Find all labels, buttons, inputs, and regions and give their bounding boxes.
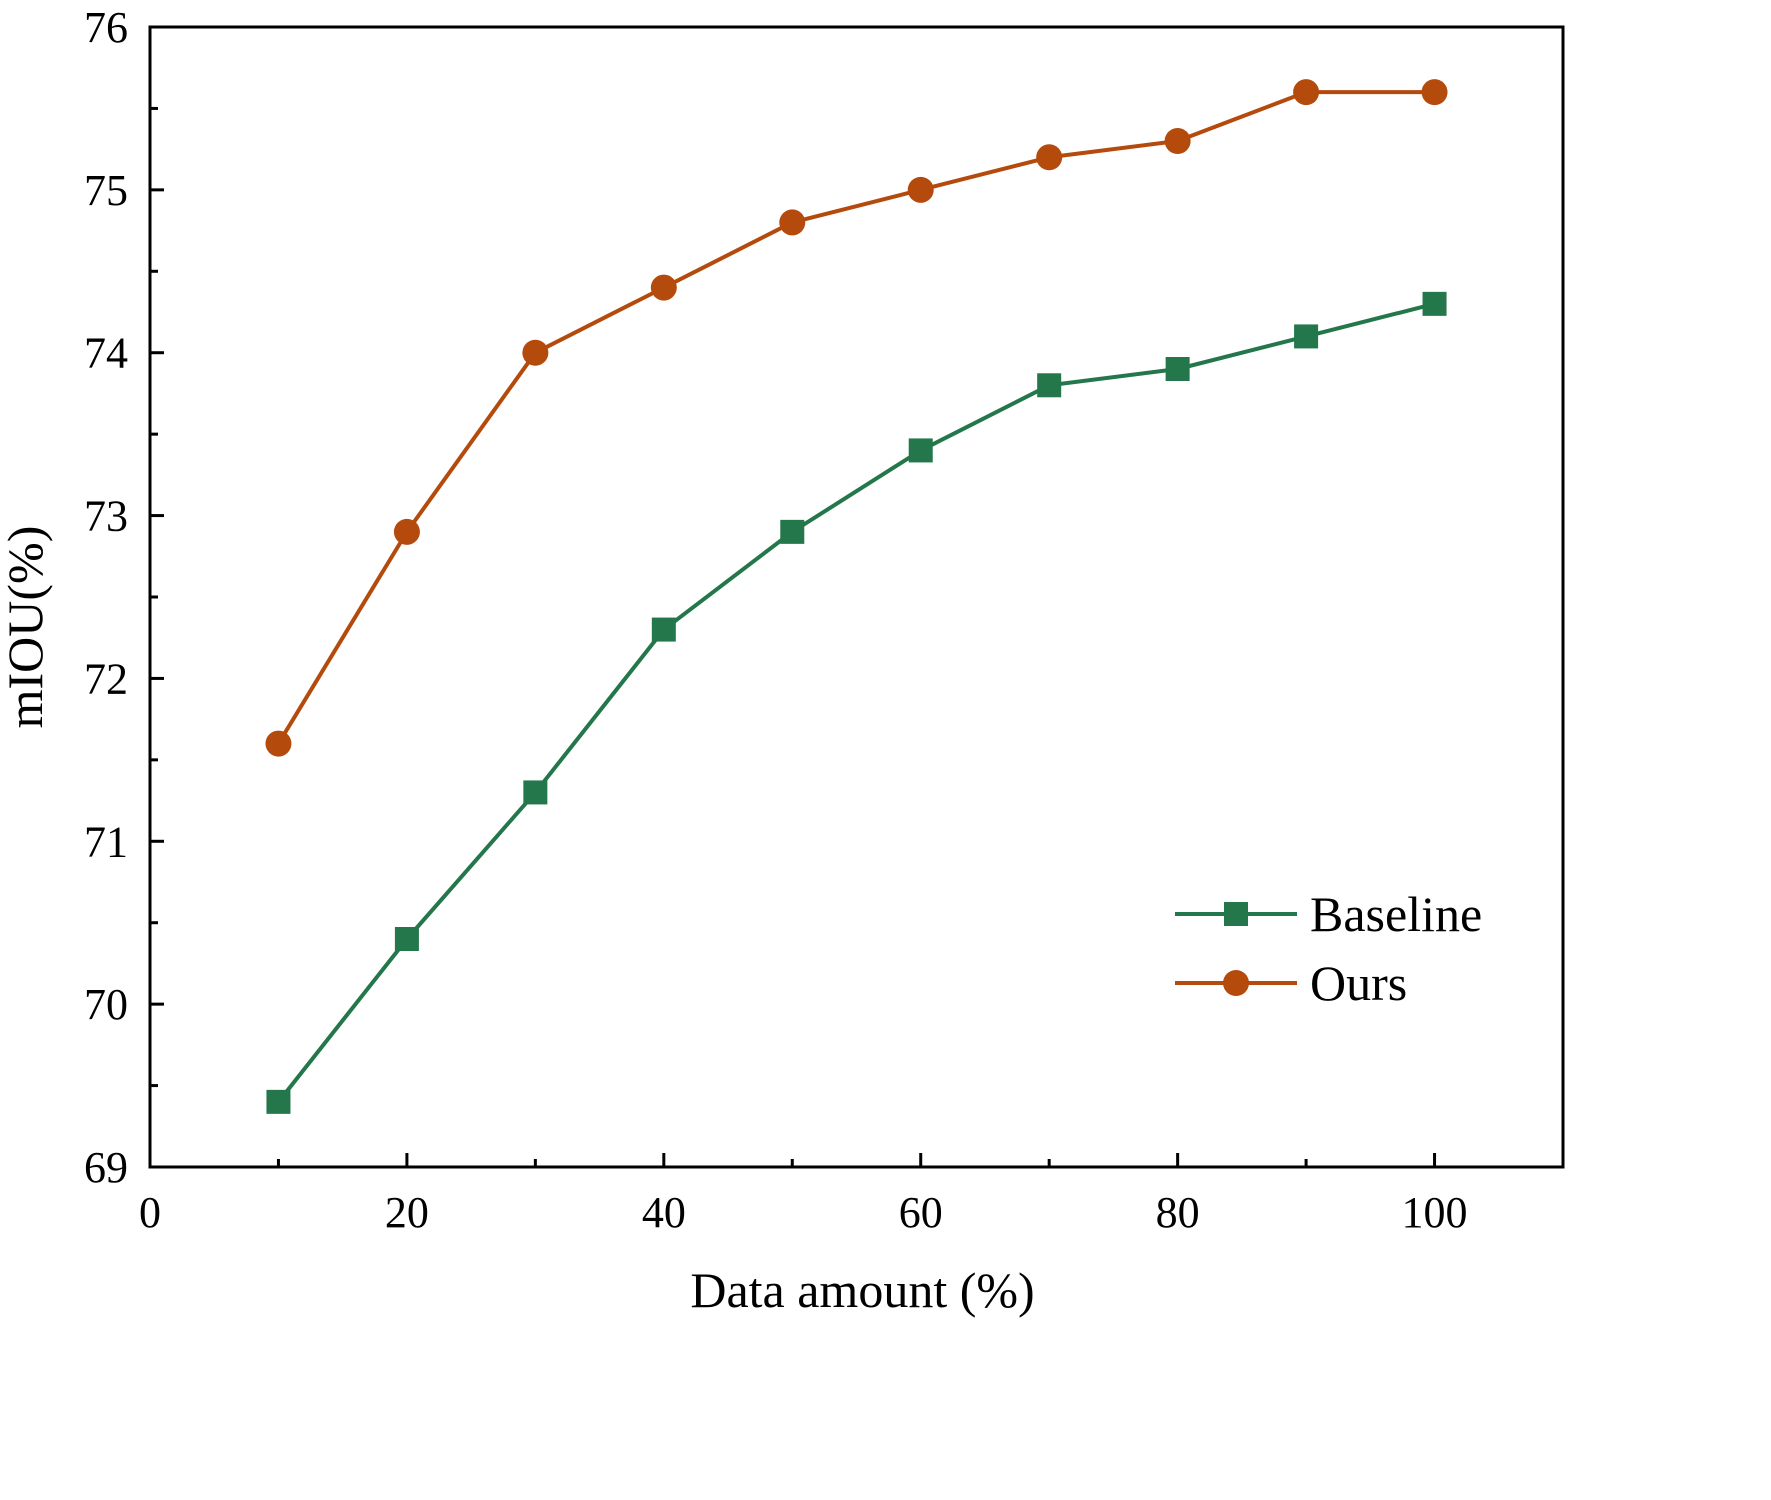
baseline-point (1037, 373, 1062, 398)
y-tick-label: 71 (84, 817, 128, 866)
ours-point (1164, 128, 1191, 154)
baseline-line (276, 301, 1436, 1104)
baseline-point (523, 780, 548, 805)
legend-swatch-marker (1224, 902, 1248, 926)
legend: Baseline Ours (1175, 886, 1482, 1011)
ours-point (907, 176, 934, 203)
x-tick-label: 20 (385, 1188, 429, 1237)
baseline-series (266, 291, 1447, 1114)
ours-point (1293, 79, 1320, 106)
baseline-point (780, 519, 805, 544)
ours-point (650, 274, 677, 301)
x-tick-label: 0 (139, 1188, 161, 1237)
ours-series (265, 79, 1448, 757)
baseline-point (394, 927, 419, 951)
ours-point (1036, 144, 1063, 171)
y-tick-label: 70 (84, 980, 128, 1029)
baseline-point (908, 438, 933, 463)
y-tick-label: 69 (84, 1143, 128, 1192)
ours-point (393, 518, 420, 545)
ours-point (1421, 79, 1448, 106)
ours-point (265, 730, 292, 757)
x-tick-label: 80 (1156, 1188, 1200, 1237)
y-tick-label: 75 (84, 166, 128, 215)
tick-labels: 0 20 40 60 80 100 69 70 71 72 73 74 75 76 (84, 3, 1468, 1237)
axis-ticks (148, 25, 1565, 1169)
x-axis-title: Data amount (%) (690, 1262, 1034, 1318)
x-tick-label: 100 (1402, 1188, 1468, 1237)
ours-point (779, 209, 806, 236)
legend-label-baseline: Baseline (1310, 886, 1482, 942)
baseline-point (1294, 324, 1319, 349)
baseline-point (1422, 291, 1447, 316)
baseline-point (651, 617, 676, 642)
legend-label-ours: Ours (1310, 955, 1407, 1011)
y-axis-title: mIOU(%) (0, 526, 53, 729)
x-tick-label: 40 (642, 1188, 686, 1237)
series-layer (265, 79, 1448, 1114)
legend-item-baseline: Baseline (1175, 886, 1482, 942)
y-tick-label: 73 (84, 492, 128, 541)
x-tick-label: 60 (899, 1188, 943, 1237)
baseline-point (1165, 357, 1190, 381)
y-tick-label: 76 (84, 3, 128, 52)
legend-swatch-marker (1223, 970, 1249, 996)
legend-item-ours: Ours (1175, 955, 1407, 1011)
ours-point (522, 339, 549, 366)
baseline-point (266, 1089, 291, 1114)
y-tick-label: 72 (84, 654, 128, 703)
ours-line (276, 90, 1435, 745)
y-tick-label: 74 (84, 329, 128, 378)
